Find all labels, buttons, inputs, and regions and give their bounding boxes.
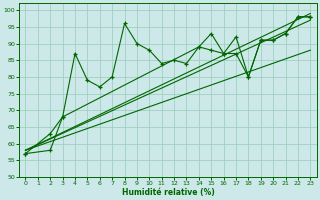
X-axis label: Humidité relative (%): Humidité relative (%) — [122, 188, 214, 197]
